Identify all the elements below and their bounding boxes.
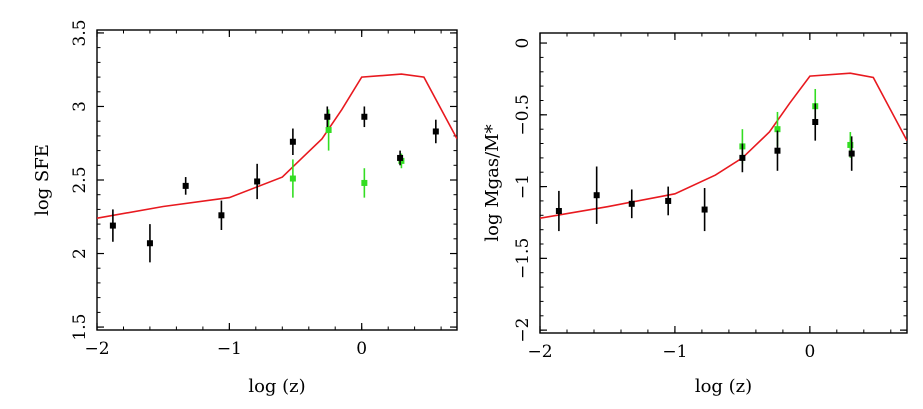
- black-data-point: [593, 192, 600, 199]
- x-tick-label: −2: [84, 339, 109, 359]
- axes-sfe: −2 −1 0 1.5 2 2.5 3 3.5: [70, 19, 457, 359]
- black-data-point: [361, 113, 368, 120]
- x-tick-label: 0: [804, 342, 815, 362]
- black-data-point: [628, 200, 635, 207]
- x-tick-label: −2: [527, 342, 552, 362]
- y-tick-label: 0: [513, 38, 533, 49]
- axes-mgas: −2 −1 0 −2 −1.5 −1 −0.5 0: [513, 33, 907, 362]
- black-data-point: [218, 212, 225, 219]
- black-data-point: [848, 150, 855, 157]
- y-axis-label-sfe: log SFE: [32, 144, 53, 216]
- green-data-point: [361, 179, 368, 186]
- plot-frame-mgas: [539, 32, 908, 334]
- y-tick-label: 3.5: [70, 19, 90, 46]
- black-data-point: [701, 206, 708, 213]
- x-tick-label: 0: [356, 339, 367, 359]
- y-tick-label: 2: [70, 248, 90, 259]
- y-tick-label: −1: [513, 174, 533, 199]
- black-data-point: [146, 240, 153, 247]
- black-data-point: [739, 154, 746, 161]
- y-tick-label: −1.5: [513, 238, 533, 279]
- y-tick-label: −2: [513, 318, 533, 343]
- y-tick-label: 2.5: [70, 166, 90, 193]
- panel-sfe: −2 −1 0 1.5 2 2.5 3 3.5 log (z) log SFE: [32, 19, 458, 397]
- y-tick-label: −0.5: [513, 94, 533, 135]
- black-data-point: [432, 128, 439, 135]
- black-data-point: [665, 197, 672, 204]
- black-data-point: [324, 113, 331, 120]
- green-data-point: [774, 126, 781, 133]
- data-mgas: [540, 72, 907, 232]
- black-data-point: [109, 222, 116, 229]
- green-data-point: [847, 141, 854, 148]
- x-tick-label: −1: [662, 342, 687, 362]
- data-sfe: [97, 73, 457, 263]
- y-axis-label-mgas: log Mgas/M*: [482, 124, 503, 241]
- x-axis-label-mgas: log (z): [695, 376, 752, 397]
- green-data-point: [325, 127, 332, 133]
- green-data-point: [289, 175, 296, 182]
- y-tick-label: 3: [70, 101, 90, 112]
- model-line: [97, 73, 457, 219]
- black-data-point: [182, 182, 189, 189]
- black-data-point: [774, 147, 781, 154]
- x-axis-label-sfe: log (z): [248, 376, 305, 397]
- y-tick-label: 1.5: [70, 314, 90, 341]
- black-data-point: [812, 118, 819, 125]
- model-line: [540, 72, 907, 219]
- black-data-point: [397, 154, 404, 161]
- x-tick-label: −1: [217, 339, 242, 359]
- black-data-point: [555, 207, 562, 214]
- black-data-point: [254, 178, 261, 185]
- black-data-point: [289, 138, 296, 145]
- panel-mgas: −2 −1 0 −2 −1.5 −1 −0.5 0 log (z) log Mgas/M*: [482, 32, 908, 397]
